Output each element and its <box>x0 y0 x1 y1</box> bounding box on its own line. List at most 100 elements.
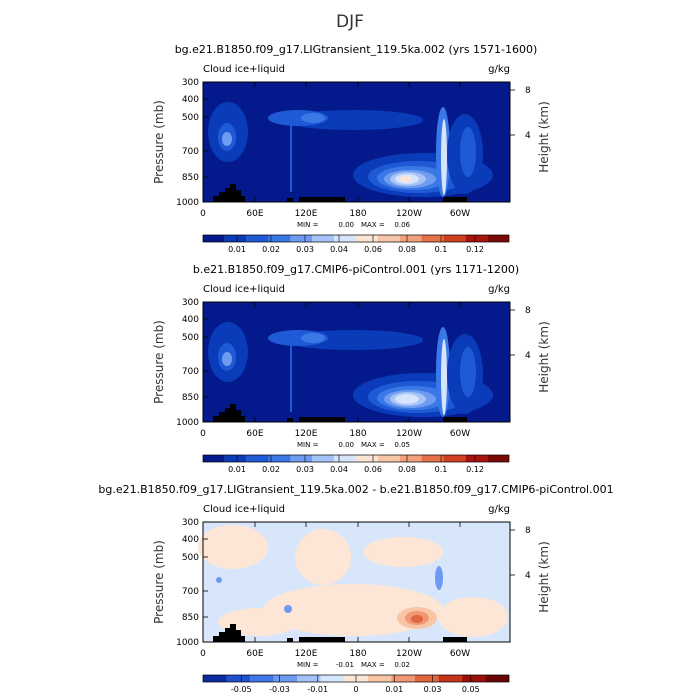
colorbar-swatch <box>268 235 291 242</box>
colorbar-label: 0.05 <box>462 685 480 694</box>
y-tick-label: 400 <box>182 315 199 325</box>
colorbar-swatch <box>203 455 225 462</box>
x-tick-label: 60W <box>450 429 470 439</box>
x-tick-label: 120W <box>396 649 422 659</box>
colorbar-swatch <box>377 455 400 462</box>
colorbar-swatch <box>465 235 488 242</box>
colorbar-swatch <box>312 235 335 242</box>
field-blob <box>301 113 325 123</box>
colorbar-label: 0.01 <box>228 465 246 474</box>
y2-tick-label: 8 <box>525 306 531 316</box>
x-tick-label: 0 <box>200 649 206 659</box>
colorbar-label: 0.04 <box>330 465 348 474</box>
x-tick-label: 60E <box>246 209 263 219</box>
x-tick-label: 120E <box>295 429 318 439</box>
x-tick-label: 60W <box>450 649 470 659</box>
colorbar-label: 0.04 <box>330 245 348 254</box>
colorbar-swatch <box>421 455 444 462</box>
min-label: MIN = <box>297 441 319 449</box>
y-axis-label: Pressure (mb) <box>152 540 166 624</box>
x-tick-label: 120W <box>396 209 422 219</box>
colorbar-swatch <box>438 675 462 682</box>
y-tick-label: 300 <box>182 518 199 528</box>
panel-title: bg.e21.B1850.f09_g17.LIGtransient_119.5k… <box>98 483 613 496</box>
panel-title: b.e21.B1850.f09_g17.CMIP6-piControl.001 … <box>193 263 519 276</box>
colorbar-swatch <box>443 455 466 462</box>
field-blob <box>295 529 351 585</box>
y-axis-label: Pressure (mb) <box>152 320 166 404</box>
field-blob <box>460 127 476 177</box>
panel-3: bg.e21.B1850.f09_g17.LIGtransient_119.5k… <box>98 483 613 694</box>
colorbar-swatch <box>399 235 422 242</box>
units-label: g/kg <box>488 64 510 75</box>
field-streak <box>290 122 292 192</box>
field-blob <box>460 347 476 397</box>
max-label: MAX = <box>361 221 385 229</box>
max-value: 0.05 <box>394 441 410 449</box>
colorbar-swatch <box>356 455 378 462</box>
y2-axis-label: Height (km) <box>537 101 551 172</box>
min-value: 0.00 <box>338 221 354 229</box>
y-tick-label: 1000 <box>176 198 199 208</box>
y-tick-label: 500 <box>182 553 199 563</box>
colorbar-swatch <box>334 455 356 462</box>
max-label: MAX = <box>361 441 385 449</box>
field-streak <box>290 342 292 412</box>
figure-title: DJF <box>336 12 364 32</box>
field-blob <box>218 608 298 636</box>
y-tick-label: 400 <box>182 95 199 105</box>
y-tick-label: 850 <box>182 613 199 623</box>
field-blob <box>441 119 447 195</box>
colorbar-label: 0.1 <box>435 465 448 474</box>
terrain-africa <box>213 184 245 202</box>
plot-frame <box>202 81 511 203</box>
panel-1: bg.e21.B1850.f09_g17.LIGtransient_119.5k… <box>152 43 551 254</box>
y-tick-label: 400 <box>182 535 199 545</box>
field-blob <box>441 339 447 415</box>
colorbar-swatch <box>334 235 356 242</box>
colorbar-swatch <box>246 455 269 462</box>
max-label: MAX = <box>361 661 385 669</box>
x-tick-label: 120E <box>295 209 318 219</box>
field-blob <box>263 584 443 636</box>
colorbar-swatch <box>226 675 251 682</box>
plot-frame <box>202 301 511 423</box>
colorbar-label: 0.02 <box>262 465 280 474</box>
variable-label: Cloud ice+liquid <box>203 284 285 295</box>
units-label: g/kg <box>488 504 510 515</box>
colorbar-swatch <box>224 235 247 242</box>
variable-label: Cloud ice+liquid <box>203 504 285 515</box>
field-blob <box>435 566 443 590</box>
y-tick-label: 700 <box>182 147 199 157</box>
x-tick-label: 60E <box>246 649 263 659</box>
y-tick-label: 1000 <box>176 418 199 428</box>
colorbar-label: -0.05 <box>231 685 252 694</box>
field-blob <box>222 352 232 366</box>
units-label: g/kg <box>488 284 510 295</box>
colorbar-swatch <box>377 235 400 242</box>
colorbar-swatch <box>485 675 509 682</box>
y-tick-label: 300 <box>182 78 199 88</box>
colorbar-swatch <box>224 455 247 462</box>
x-tick-label: 120W <box>396 429 422 439</box>
field-blob <box>198 525 268 569</box>
colorbar-label: 0.03 <box>296 465 314 474</box>
y2-tick-label: 8 <box>525 86 531 96</box>
terrain-maritime <box>299 197 345 202</box>
min-label: MIN = <box>297 661 319 669</box>
x-tick-label: 180 <box>349 429 366 439</box>
max-value: 0.02 <box>394 661 410 669</box>
y-tick-label: 700 <box>182 367 199 377</box>
colorbar-swatch <box>487 235 509 242</box>
x-tick-label: 0 <box>200 429 206 439</box>
colorbar-swatch <box>461 675 486 682</box>
terrain-indonesia <box>287 418 293 422</box>
colorbar-label: 0.1 <box>435 245 448 254</box>
colorbar-label: 0 <box>353 685 358 694</box>
y-tick-label: 500 <box>182 333 199 343</box>
field-blob <box>400 176 412 182</box>
colorbar-label: 0.03 <box>296 245 314 254</box>
terrain-africa <box>213 624 245 642</box>
colorbar-swatch <box>421 235 444 242</box>
